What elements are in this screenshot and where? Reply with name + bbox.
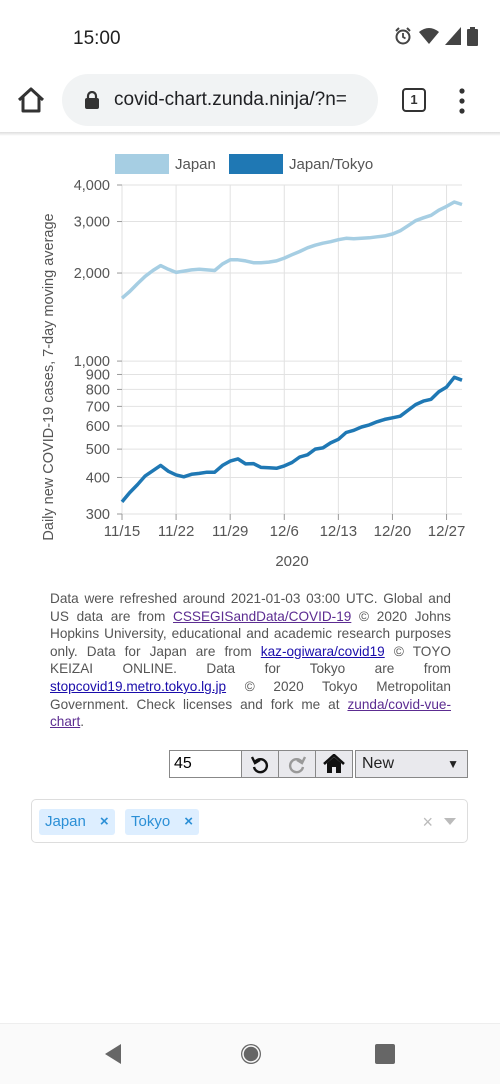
lock-icon xyxy=(85,91,99,109)
tag-tokyo: Tokyo × xyxy=(125,809,199,835)
series-line-japan xyxy=(120,200,463,300)
mode-select-value: New xyxy=(362,755,395,772)
note-text: Data were refreshed around 2021-01-03 03… xyxy=(50,591,451,624)
mode-select[interactable]: New ▼ xyxy=(355,750,468,778)
x-tick-label: 11/15 xyxy=(104,523,140,540)
y-tick-label: 3,000 xyxy=(74,215,110,231)
wifi-icon xyxy=(419,28,439,44)
x-tick-label: 11/29 xyxy=(212,523,248,540)
status-time: 15:00 xyxy=(73,28,121,49)
y-axis-label: Daily new COVID-19 cases, 7-day moving a… xyxy=(41,213,57,540)
back-icon[interactable] xyxy=(103,1043,123,1065)
toolbar-divider xyxy=(0,132,500,136)
chart-legend: Japan Japan/Tokyo xyxy=(115,154,373,174)
home-icon[interactable] xyxy=(14,83,48,117)
chart-series xyxy=(120,200,463,504)
y-tick-label: 700 xyxy=(86,399,110,415)
series-line-japan-tokyo xyxy=(120,375,463,504)
link-source-repo[interactable]: zunda/covid-vue-chart xyxy=(50,696,451,730)
recents-icon[interactable] xyxy=(375,1044,395,1064)
x-tick-label: 12/27 xyxy=(428,523,466,540)
legend-label: Japan xyxy=(175,156,216,173)
legend-swatch xyxy=(229,154,283,174)
covid-chart: Japan Japan/Tokyo 300 400 500 600 7008009001,… xyxy=(41,154,466,570)
tag-label: Japan xyxy=(45,813,86,830)
status-icons xyxy=(393,26,478,46)
y-tick-label: 900 xyxy=(86,367,110,383)
note-text: © 2020 Johns Hopkins University, educati… xyxy=(50,608,451,659)
y-tick-label: 4,000 xyxy=(74,178,110,194)
y-tick-label: 400 xyxy=(86,470,110,486)
link-japan-data[interactable]: kaz-ogiwara/covid19 xyxy=(260,643,385,659)
address-bar[interactable]: covid-chart.zunda.ninja/?n= xyxy=(62,74,378,126)
tag-japan: Japan × xyxy=(39,809,115,835)
redo-button[interactable] xyxy=(279,750,316,778)
tag-remove-icon[interactable]: × xyxy=(184,813,193,830)
tag-remove-icon[interactable]: × xyxy=(99,813,109,830)
data-source-note: Data were refreshed around 2021-01-03 03… xyxy=(50,590,451,731)
url-text: covid-chart.zunda.ninja/?n= xyxy=(114,89,347,110)
home-nav-icon[interactable] xyxy=(239,1042,263,1066)
legend-label: Japan/Tokyo xyxy=(289,156,373,173)
reset-home-button[interactable] xyxy=(316,750,353,778)
y-tick-label: 1,000 xyxy=(74,354,110,370)
battery-icon xyxy=(467,26,478,46)
link-tokyo-data[interactable]: stopcovid19.metro.tokyo.lg.jp xyxy=(50,678,227,694)
undo-icon xyxy=(250,756,269,774)
note-text: © TOYO KEIZAI ONLINE. Data for Tokyo are… xyxy=(50,643,451,677)
chart-grid xyxy=(121,184,462,520)
undo-button[interactable] xyxy=(242,750,279,778)
days-input[interactable] xyxy=(169,750,242,778)
system-nav-bar xyxy=(0,1023,500,1084)
y-tick-label: 300 xyxy=(86,507,110,523)
legend-swatch xyxy=(115,154,169,174)
y-tick-label: 500 xyxy=(86,442,110,458)
redo-icon xyxy=(288,756,307,774)
home-icon xyxy=(323,754,345,773)
chart-controls: New ▼ xyxy=(169,750,468,778)
y-tick-label: 2,000 xyxy=(74,266,110,282)
signal-icon xyxy=(445,27,461,45)
x-tick-label: 12/13 xyxy=(320,523,358,540)
x-tick-label: 12/6 xyxy=(270,523,299,540)
browser-toolbar: covid-chart.zunda.ninja/?n= 1 xyxy=(0,70,500,132)
note-text: . xyxy=(80,714,85,730)
alarm-icon xyxy=(395,27,411,45)
link-jhu-data[interactable]: CSSEGISandData/COVID-19 xyxy=(173,608,352,624)
y-tick-label: 800 xyxy=(86,382,110,398)
note-text: © 2020 Tokyo Metropolitan Government. Ch… xyxy=(50,678,451,712)
more-menu-icon[interactable] xyxy=(456,86,468,116)
dropdown-caret-icon[interactable] xyxy=(444,818,456,825)
x-tick-label: 11/22 xyxy=(158,523,194,540)
tab-switcher-button[interactable]: 1 xyxy=(402,88,426,112)
y-tick-label: 600 xyxy=(86,419,110,435)
status-bar: 15:00 xyxy=(0,0,500,70)
tag-label: Tokyo xyxy=(131,813,171,830)
x-axis-label: 2020 xyxy=(275,553,308,570)
select-caret-icon: ▼ xyxy=(447,757,459,771)
clear-all-icon[interactable]: × xyxy=(422,812,433,832)
x-axis-ticks: 11/15 11/22 11/29 12/6 12/13 12/20 12/27 xyxy=(104,514,466,540)
region-multiselect[interactable]: Japan × Tokyo × × xyxy=(31,799,468,843)
x-tick-label: 12/20 xyxy=(374,523,412,540)
